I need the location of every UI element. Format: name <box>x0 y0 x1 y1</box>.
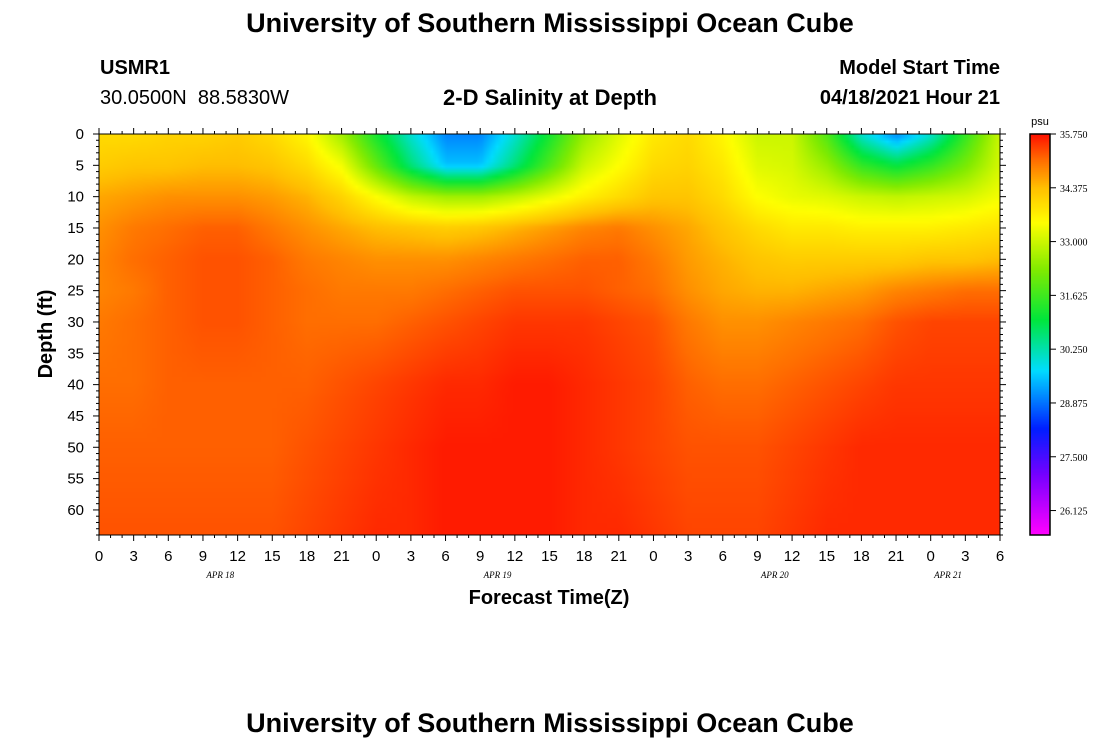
station-coordinates: 30.0500N 88.5830W <box>100 87 290 109</box>
x-tick-label: 21 <box>333 548 350 565</box>
footer-title: University of Southern Mississippi Ocean… <box>246 708 854 738</box>
x-tick-label: 6 <box>164 548 172 565</box>
x-tick-label: 18 <box>299 548 316 565</box>
colorbar-unit: psu <box>1031 116 1049 128</box>
x-tick-label: 12 <box>784 548 801 565</box>
y-tick-label: 5 <box>76 157 84 174</box>
y-tick-label: 0 <box>76 126 84 143</box>
colorbar-tick-label: 30.250 <box>1060 345 1088 356</box>
x-tick-label: 0 <box>372 548 380 565</box>
y-tick-label: 35 <box>67 345 84 362</box>
colorbar-tick-label: 27.500 <box>1060 453 1088 464</box>
x-tick-label: 21 <box>610 548 627 565</box>
colorbar-tick-label: 34.375 <box>1060 184 1088 195</box>
y-tick-label: 25 <box>67 283 84 300</box>
plot-title: 2-D Salinity at Depth <box>443 85 657 110</box>
x-tick-label: 6 <box>996 548 1004 565</box>
x-tick-label: 0 <box>649 548 657 565</box>
x-tick-label: 9 <box>476 548 484 565</box>
x-date-label: APR 20 <box>760 570 789 580</box>
y-tick-label: 40 <box>67 377 84 394</box>
x-tick-label: 15 <box>264 548 281 565</box>
model-start-value: 04/18/2021 Hour 21 <box>819 87 1000 109</box>
y-tick-label: 60 <box>67 502 84 519</box>
x-axis-label: Forecast Time(Z) <box>469 587 630 609</box>
x-tick-label: 18 <box>576 548 593 565</box>
x-date-label: APR 21 <box>933 570 962 580</box>
y-tick-label: 45 <box>67 408 84 425</box>
x-tick-label: 0 <box>927 548 935 565</box>
x-tick-label: 18 <box>853 548 870 565</box>
x-tick-label: 9 <box>753 548 761 565</box>
salinity-heatmap <box>99 134 1000 535</box>
x-tick-label: 21 <box>888 548 905 565</box>
y-tick-label: 50 <box>67 439 84 456</box>
colorbar-tick-label: 31.625 <box>1060 291 1088 302</box>
x-axis: 0 3 6 9 12 15 18 21 0 3 6 9 12 15 18 21 0 3 6 9 12 15 18 21 0 3 6 A… <box>95 128 1004 580</box>
x-tick-label: 12 <box>229 548 246 565</box>
y-tick-label: 10 <box>67 189 84 206</box>
colorbar-ticks: 35.750 34.375 33.000 31.625 30.250 28.875 27.5… <box>1050 130 1088 518</box>
colorbar-tick-label: 35.750 <box>1060 130 1088 141</box>
colorbar-tick-label: 33.000 <box>1060 238 1088 249</box>
x-tick-label: 3 <box>129 548 137 565</box>
page-title: University of Southern Mississippi Ocean… <box>246 8 854 38</box>
x-tick-label: 3 <box>961 548 969 565</box>
colorbar-tick-label: 26.125 <box>1060 507 1088 518</box>
y-tick-label: 55 <box>67 471 84 488</box>
colorbar-tick-label: 28.875 <box>1060 399 1088 410</box>
x-tick-label: 3 <box>407 548 415 565</box>
x-tick-label: 15 <box>541 548 558 565</box>
y-tick-label: 15 <box>67 220 84 237</box>
colorbar-gradient <box>1030 134 1050 535</box>
y-axis-label: Depth (ft) <box>35 290 57 379</box>
x-tick-label: 15 <box>818 548 835 565</box>
x-tick-label: 6 <box>719 548 727 565</box>
x-tick-label: 12 <box>507 548 524 565</box>
x-date-label: APR 18 <box>205 570 234 580</box>
x-date-label: APR 19 <box>483 570 512 580</box>
x-tick-label: 9 <box>199 548 207 565</box>
x-tick-label: 0 <box>95 548 103 565</box>
y-tick-label: 20 <box>67 251 84 268</box>
y-axis: 0 5 10 15 20 25 30 35 40 45 50 55 60 <box>67 126 1006 536</box>
x-tick-label: 3 <box>684 548 692 565</box>
x-tick-label: 6 <box>441 548 449 565</box>
y-tick-label: 30 <box>67 314 84 331</box>
station-id: USMR1 <box>100 57 171 79</box>
colorbar-frame <box>1029 133 1051 536</box>
model-start-label: Model Start Time <box>839 57 1000 79</box>
